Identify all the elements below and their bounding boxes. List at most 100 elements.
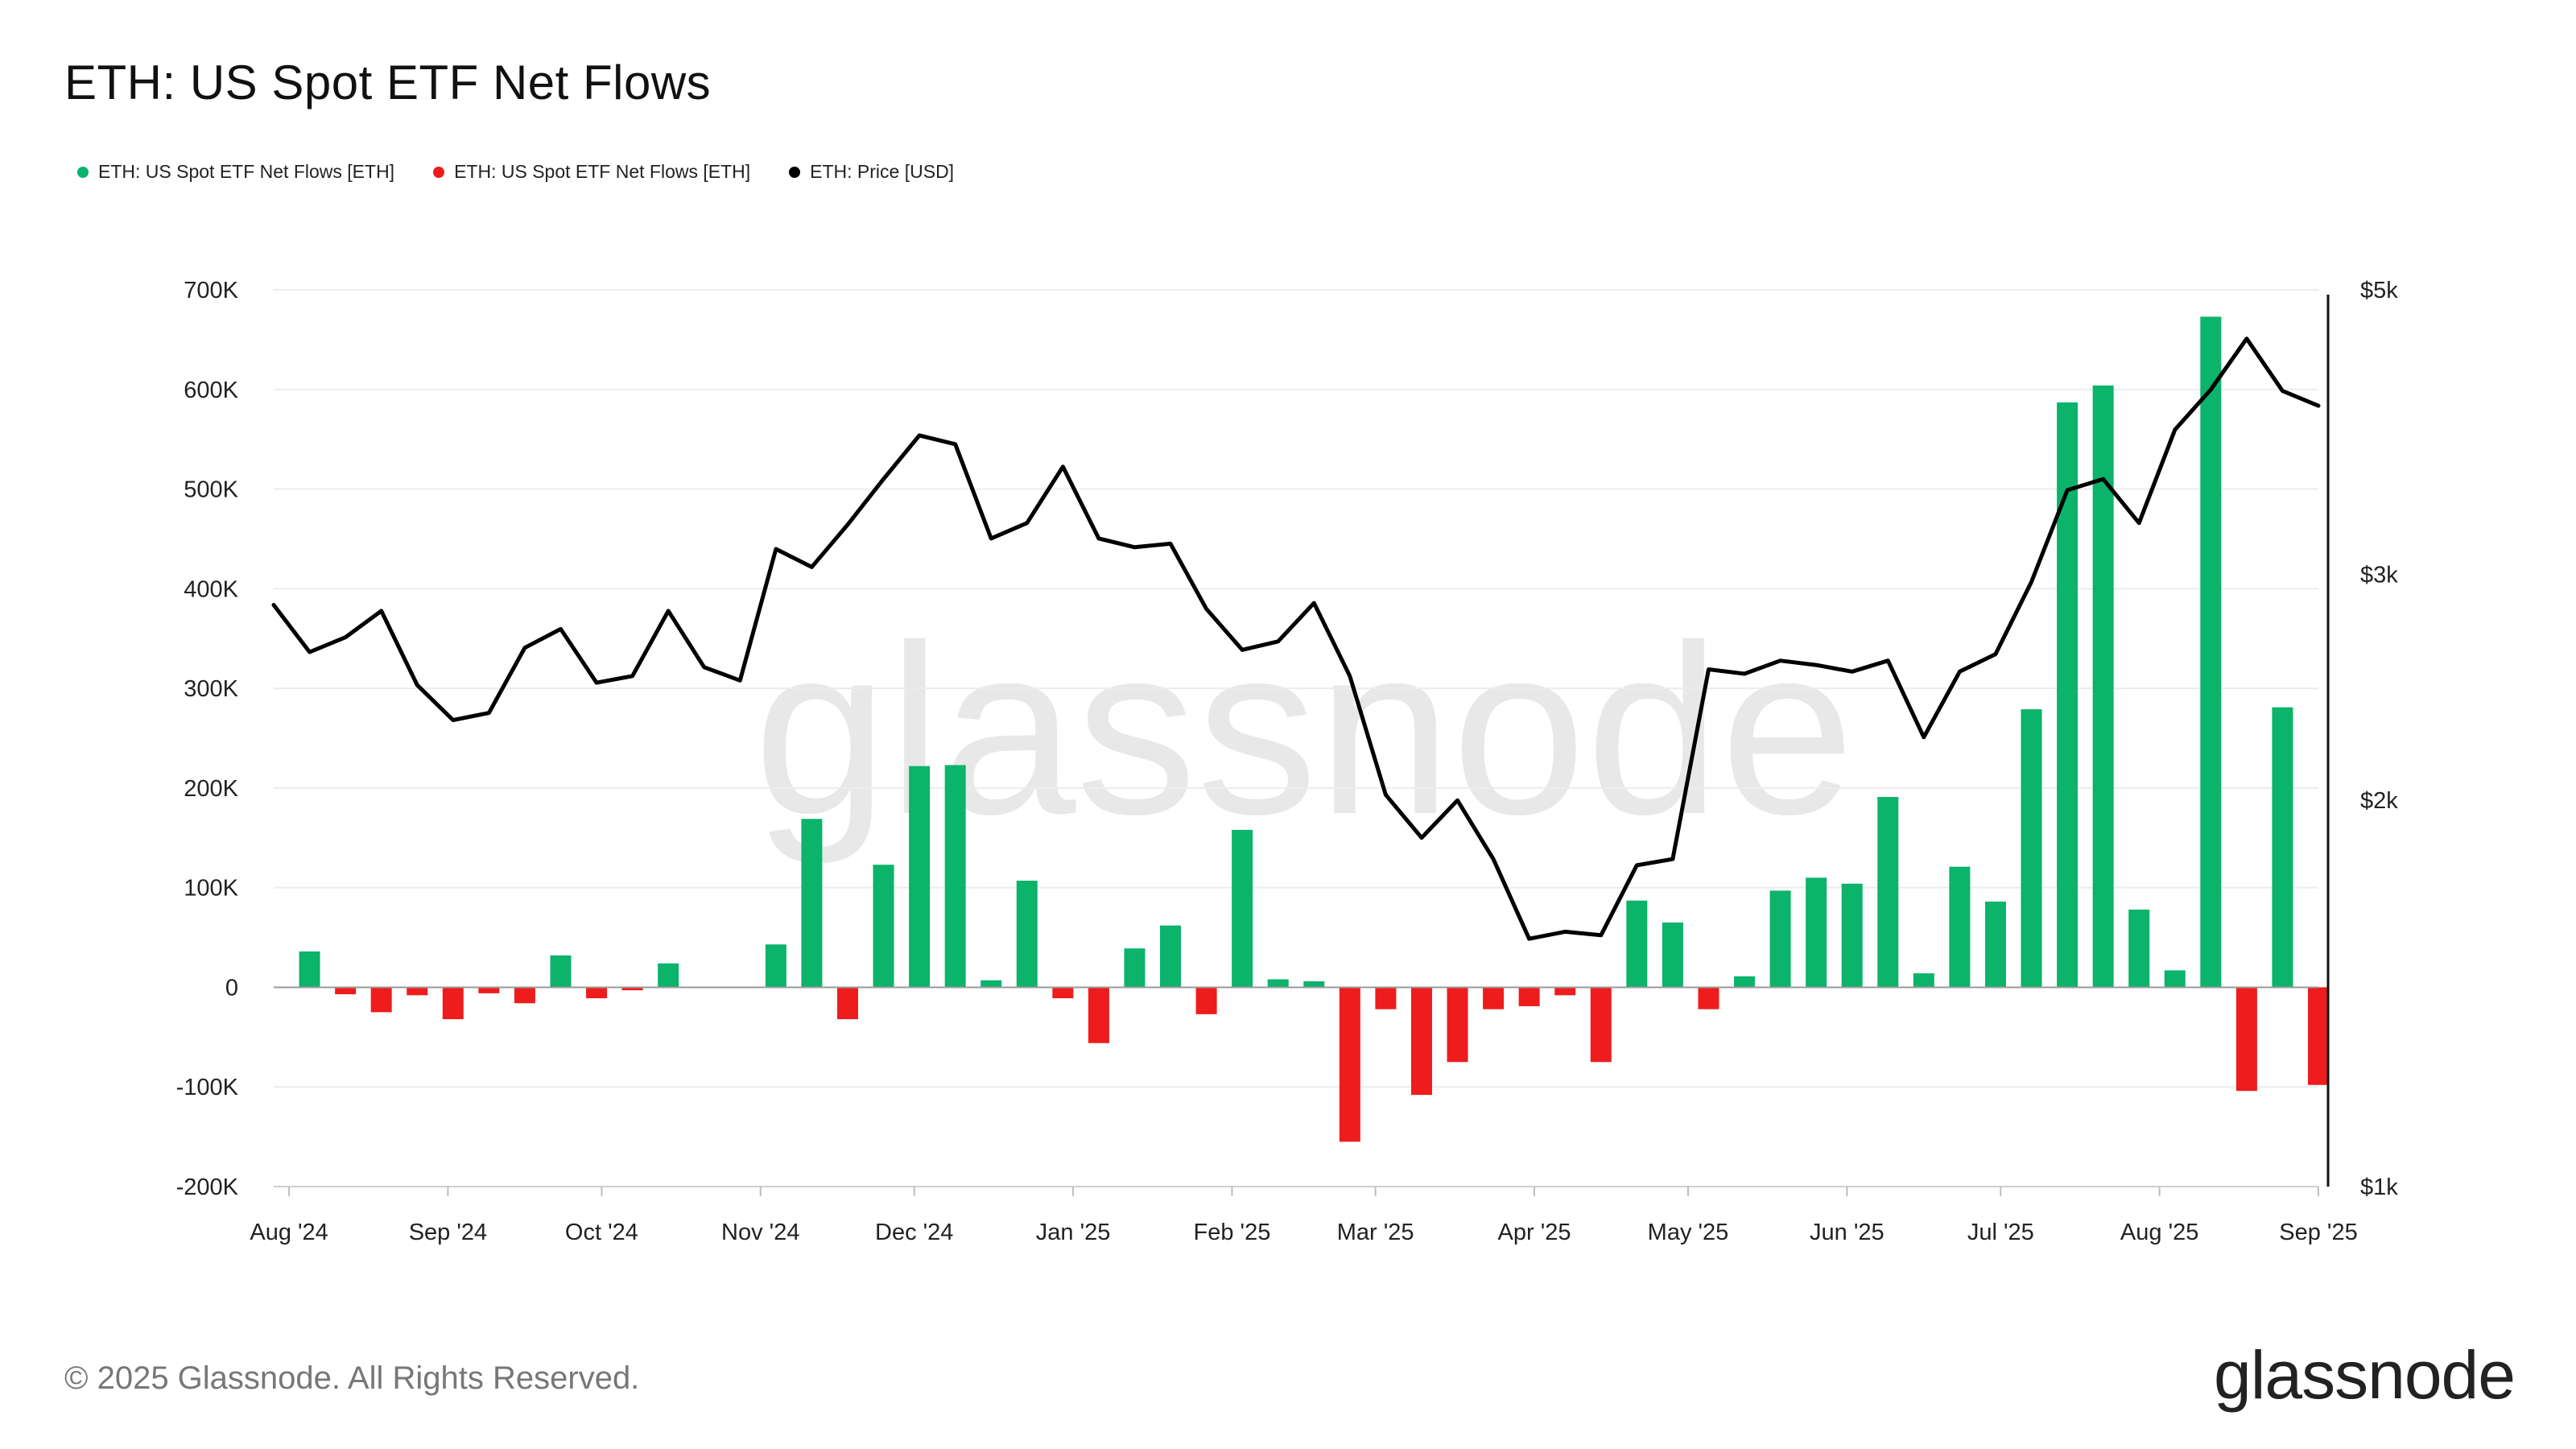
- x-tick-label: Oct '24: [565, 1220, 638, 1245]
- bar: [1088, 987, 1109, 1043]
- bar: [765, 944, 786, 988]
- bar: [1984, 901, 2006, 988]
- bar: [2272, 707, 2293, 988]
- bar: [801, 819, 823, 988]
- bar: [1232, 829, 1253, 988]
- y-left-ticks: 700K 600K 500K 400K 300K 200K 100K 0 -100K -200K: [176, 278, 239, 1200]
- x-tick-label: Dec '24: [875, 1220, 953, 1245]
- bar: [1769, 890, 1791, 988]
- x-tick-label: Sep '25: [2279, 1220, 2357, 1245]
- y-left-tick-label: 0: [225, 975, 238, 1001]
- legend-label-inflows: ETH: US Spot ETF Net Flows [ETH]: [98, 161, 395, 182]
- bar: [909, 766, 931, 988]
- y-left-tick-label: 400K: [184, 576, 238, 602]
- x-tick-label: Jan '25: [1036, 1220, 1111, 1245]
- bar: [2200, 316, 2222, 988]
- bar: [335, 987, 357, 995]
- x-tick-label: Aug '25: [2120, 1220, 2198, 1245]
- legend-item-inflows[interactable]: ETH: US Spot ETF Net Flows [ETH]: [77, 161, 394, 183]
- bar: [1195, 987, 1217, 1014]
- bar: [514, 987, 535, 1004]
- bar: [2021, 709, 2042, 988]
- price-series: [271, 336, 2321, 941]
- bar: [1626, 900, 1648, 988]
- bar: [1410, 987, 1432, 1096]
- legend-dot-red: [433, 166, 445, 178]
- bar: [1052, 987, 1074, 999]
- bar: [1339, 987, 1360, 1142]
- watermark: glassnode: [753, 594, 1855, 866]
- bar: [980, 980, 1002, 988]
- legend-label-outflows: ETH: US Spot ETF Net Flows [ETH]: [454, 161, 751, 182]
- bar: [407, 987, 428, 996]
- legend-item-outflows[interactable]: ETH: US Spot ETF Net Flows [ETH]: [433, 161, 750, 183]
- x-tick-label: Feb '25: [1194, 1220, 1271, 1245]
- bar: [2235, 987, 2257, 1092]
- bar: [1267, 979, 1289, 988]
- bar-series: [299, 316, 2329, 1142]
- bar: [621, 987, 643, 991]
- bar: [1375, 987, 1397, 1009]
- bar: [478, 987, 500, 993]
- bar: [442, 987, 464, 1020]
- x-tick-label: Jul '25: [1967, 1220, 2034, 1245]
- bar: [944, 765, 966, 988]
- bar: [2057, 402, 2079, 988]
- bar: [1160, 925, 1182, 988]
- y-left-tick-label: 100K: [184, 876, 238, 902]
- price-line: [271, 336, 2321, 941]
- bar: [370, 987, 392, 1013]
- bar: [1698, 987, 1719, 1009]
- axes: [274, 295, 2330, 1187]
- x-tick-label: Jun '25: [1810, 1220, 1885, 1245]
- bar: [1662, 922, 1683, 988]
- y-right-ticks: $5k $3k $2k $1k: [2360, 278, 2398, 1200]
- bar: [1590, 987, 1612, 1063]
- x-tick-label: Sep '24: [409, 1220, 487, 1245]
- bar: [1877, 797, 1899, 988]
- y-left-tick-label: 300K: [184, 676, 238, 702]
- bar: [1806, 877, 1827, 988]
- x-tick-label: Nov '24: [721, 1220, 799, 1245]
- bar: [1554, 987, 1576, 996]
- x-tick-label: Mar '25: [1337, 1220, 1414, 1245]
- y-left-tick-label: -100K: [176, 1075, 239, 1100]
- bar: [2164, 970, 2186, 988]
- y-left-tick-label: 200K: [184, 776, 238, 802]
- bar: [1734, 976, 1756, 988]
- bar: [2092, 385, 2114, 988]
- bar: [550, 955, 572, 988]
- y-right-tick-label: $3k: [2360, 563, 2398, 588]
- bar: [1447, 987, 1468, 1063]
- y-left-tick-label: 500K: [184, 477, 238, 503]
- y-left-tick-label: -200K: [176, 1174, 239, 1200]
- bar: [1124, 948, 1146, 988]
- legend-item-price[interactable]: ETH: Price [USD]: [789, 161, 954, 183]
- y-right-tick-label: $2k: [2360, 788, 2398, 814]
- y-left-tick-label: 700K: [184, 278, 238, 303]
- x-tick-label: May '25: [1648, 1220, 1729, 1245]
- bar: [1518, 987, 1540, 1006]
- bar: [1913, 973, 1934, 988]
- bar: [1841, 883, 1863, 988]
- bar: [2128, 909, 2150, 988]
- bar: [1303, 981, 1325, 988]
- legend-label-price: ETH: Price [USD]: [810, 161, 955, 182]
- chart-title: ETH: US Spot ETF Net Flows: [64, 56, 712, 109]
- copyright: © 2025 Glassnode. All Rights Reserved.: [64, 1360, 640, 1396]
- y-right-tick-label: $1k: [2360, 1174, 2398, 1200]
- legend-dot-green: [77, 166, 89, 178]
- bar: [873, 865, 894, 988]
- x-tick-label: Aug '24: [250, 1220, 328, 1245]
- glassnode-logo[interactable]: glassnode: [2214, 1337, 2516, 1413]
- legend: ETH: US Spot ETF Net Flows [ETH] ETH: US…: [77, 161, 954, 183]
- bar: [2308, 987, 2329, 1085]
- bar: [299, 951, 320, 988]
- bar: [1483, 987, 1505, 1009]
- y-left-tick-label: 600K: [184, 378, 238, 403]
- bar: [586, 987, 608, 999]
- y-right-tick-label: $5k: [2360, 278, 2398, 303]
- x-ticks: Aug '24 Sep '24 Oct '24 Nov '24 Dec '24 Jan '…: [250, 1187, 2358, 1245]
- bar: [1949, 866, 1971, 988]
